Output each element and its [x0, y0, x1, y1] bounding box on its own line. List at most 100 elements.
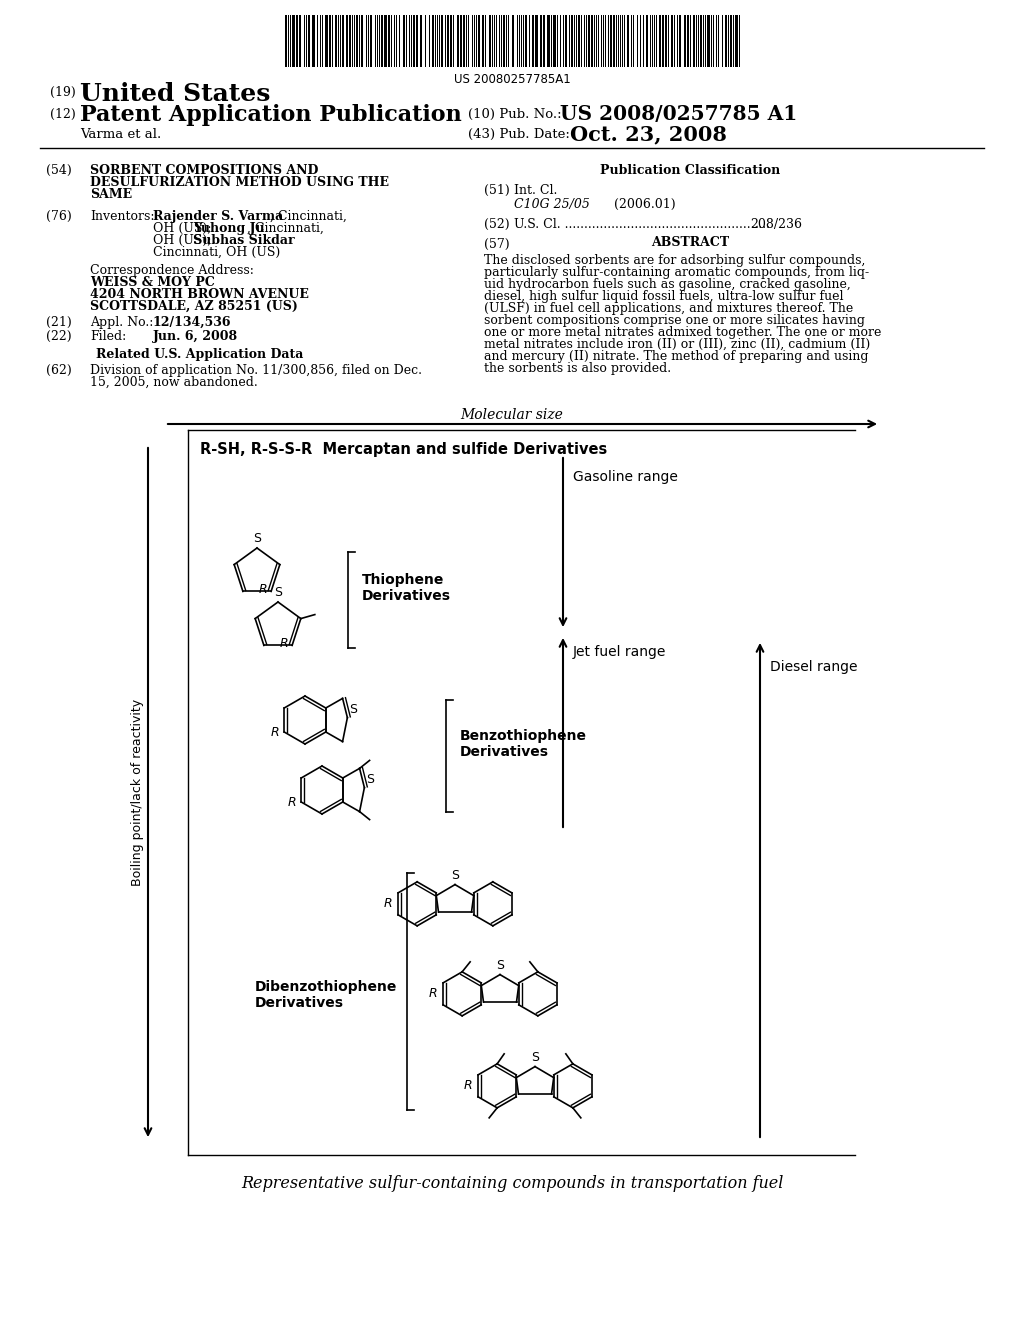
Text: the sorbents is also provided.: the sorbents is also provided. — [484, 362, 671, 375]
Text: C10G 25/05: C10G 25/05 — [514, 198, 590, 211]
Text: Thiophene
Derivatives: Thiophene Derivatives — [362, 573, 451, 603]
Bar — [420, 15, 422, 67]
Text: Related U.S. Application Data: Related U.S. Application Data — [96, 348, 304, 360]
Text: and mercury (II) nitrate. The method of preparing and using: and mercury (II) nitrate. The method of … — [484, 350, 868, 363]
Text: Publication Classification: Publication Classification — [600, 164, 780, 177]
Bar — [342, 15, 344, 67]
Text: , Cincinnati,: , Cincinnati, — [247, 222, 324, 235]
Text: (2006.01): (2006.01) — [614, 198, 676, 211]
Text: S: S — [451, 869, 459, 882]
Text: Correspondence Address:: Correspondence Address: — [90, 264, 254, 277]
Text: , Cincinnati,: , Cincinnati, — [270, 210, 347, 223]
Text: R: R — [384, 898, 392, 911]
Text: S: S — [531, 1051, 539, 1064]
Bar — [325, 15, 328, 67]
Bar — [482, 15, 484, 67]
Bar — [335, 15, 337, 67]
Text: OH (US);: OH (US); — [153, 234, 215, 247]
Text: SAME: SAME — [90, 187, 132, 201]
Text: diesel, high sulfur liquid fossil fuels, ultra-low sulfur fuel: diesel, high sulfur liquid fossil fuels,… — [484, 290, 844, 304]
Text: R: R — [258, 583, 267, 595]
Bar — [565, 15, 567, 67]
Bar — [665, 15, 667, 67]
Text: Inventors:: Inventors: — [90, 210, 155, 223]
Bar — [578, 15, 580, 67]
Text: U.S. Cl. .....................................................: U.S. Cl. ...............................… — [514, 218, 770, 231]
Text: SCOTTSDALE, AZ 85251 (US): SCOTTSDALE, AZ 85251 (US) — [90, 300, 298, 313]
Bar — [671, 15, 673, 67]
Text: US 2008/0257785 A1: US 2008/0257785 A1 — [560, 104, 798, 124]
Text: Filed:: Filed: — [90, 330, 126, 343]
Bar — [700, 15, 702, 67]
Bar — [329, 15, 331, 67]
Text: uid hydrocarbon fuels such as gasoline, cracked gasoline,: uid hydrocarbon fuels such as gasoline, … — [484, 279, 851, 290]
Text: R-SH, R-S-S-R  Mercaptan and sulfide Derivatives: R-SH, R-S-S-R Mercaptan and sulfide Deri… — [200, 442, 607, 457]
Text: one or more metal nitrates admixed together. The one or more: one or more metal nitrates admixed toget… — [484, 326, 882, 339]
Bar — [388, 15, 390, 67]
Text: particularly sulfur-containing aromatic compounds, from liq-: particularly sulfur-containing aromatic … — [484, 267, 869, 279]
Bar — [346, 15, 348, 67]
Bar — [308, 15, 310, 67]
Bar — [441, 15, 443, 67]
Bar — [416, 15, 418, 67]
Text: Gasoline range: Gasoline range — [573, 470, 678, 484]
Text: metal nitrates include iron (II) or (III), zinc (II), cadmium (II): metal nitrates include iron (II) or (III… — [484, 338, 870, 351]
Text: DESULFURIZATION METHOD USING THE: DESULFURIZATION METHOD USING THE — [90, 176, 389, 189]
Text: (10) Pub. No.:: (10) Pub. No.: — [468, 108, 566, 121]
Bar — [292, 15, 295, 67]
Text: US 20080257785A1: US 20080257785A1 — [454, 73, 570, 86]
Bar — [571, 15, 573, 67]
Bar — [591, 15, 593, 67]
Bar — [299, 15, 301, 67]
Bar — [413, 15, 415, 67]
Text: Oct. 23, 2008: Oct. 23, 2008 — [570, 124, 727, 144]
Text: Appl. No.:: Appl. No.: — [90, 315, 154, 329]
Text: Patent Application Publication: Patent Application Publication — [80, 104, 462, 125]
Text: (ULSF) in fuel cell applications, and mixtures thereof. The: (ULSF) in fuel cell applications, and mi… — [484, 302, 853, 315]
Bar — [361, 15, 362, 67]
Bar — [684, 15, 686, 67]
Text: Cincinnati, OH (US): Cincinnati, OH (US) — [153, 246, 281, 259]
Text: Molecular size: Molecular size — [461, 408, 563, 422]
Text: R: R — [464, 1080, 472, 1093]
Text: Rajender S. Varma: Rajender S. Varma — [153, 210, 284, 223]
Bar — [532, 15, 534, 67]
Bar — [730, 15, 732, 67]
Text: R: R — [428, 987, 437, 1001]
Bar — [312, 15, 315, 67]
Text: (51): (51) — [484, 183, 510, 197]
Bar — [687, 15, 689, 67]
Text: 15, 2005, now abandoned.: 15, 2005, now abandoned. — [90, 376, 258, 389]
Text: Subhas Sikdar: Subhas Sikdar — [193, 234, 295, 247]
Text: Representative sulfur-containing compounds in transportation fuel: Representative sulfur-containing compoun… — [241, 1175, 783, 1192]
Text: (57): (57) — [484, 238, 510, 251]
Text: Benzothiophene
Derivatives: Benzothiophene Derivatives — [460, 729, 587, 759]
Text: 12/134,536: 12/134,536 — [153, 315, 231, 329]
Text: ABSTRACT: ABSTRACT — [651, 236, 729, 249]
Bar — [512, 15, 514, 67]
Text: (43) Pub. Date:: (43) Pub. Date: — [468, 128, 570, 141]
Text: (19): (19) — [50, 86, 76, 99]
Bar — [457, 15, 459, 67]
Bar — [547, 15, 550, 67]
Text: (52): (52) — [484, 218, 510, 231]
Bar — [450, 15, 452, 67]
Bar — [535, 15, 538, 67]
Bar — [659, 15, 662, 67]
Text: Int. Cl.: Int. Cl. — [514, 183, 557, 197]
Bar — [447, 15, 449, 67]
Text: (21): (21) — [46, 315, 72, 329]
Text: (22): (22) — [46, 330, 72, 343]
Text: Yuhong Ju: Yuhong Ju — [193, 222, 264, 235]
Bar — [725, 15, 727, 67]
Bar — [662, 15, 664, 67]
Text: R: R — [280, 638, 288, 649]
Bar — [460, 15, 462, 67]
Bar — [478, 15, 480, 67]
Bar — [646, 15, 648, 67]
Text: Jun. 6, 2008: Jun. 6, 2008 — [153, 330, 239, 343]
Bar — [693, 15, 695, 67]
Bar — [553, 15, 556, 67]
Text: S: S — [274, 586, 282, 599]
Bar — [432, 15, 434, 67]
